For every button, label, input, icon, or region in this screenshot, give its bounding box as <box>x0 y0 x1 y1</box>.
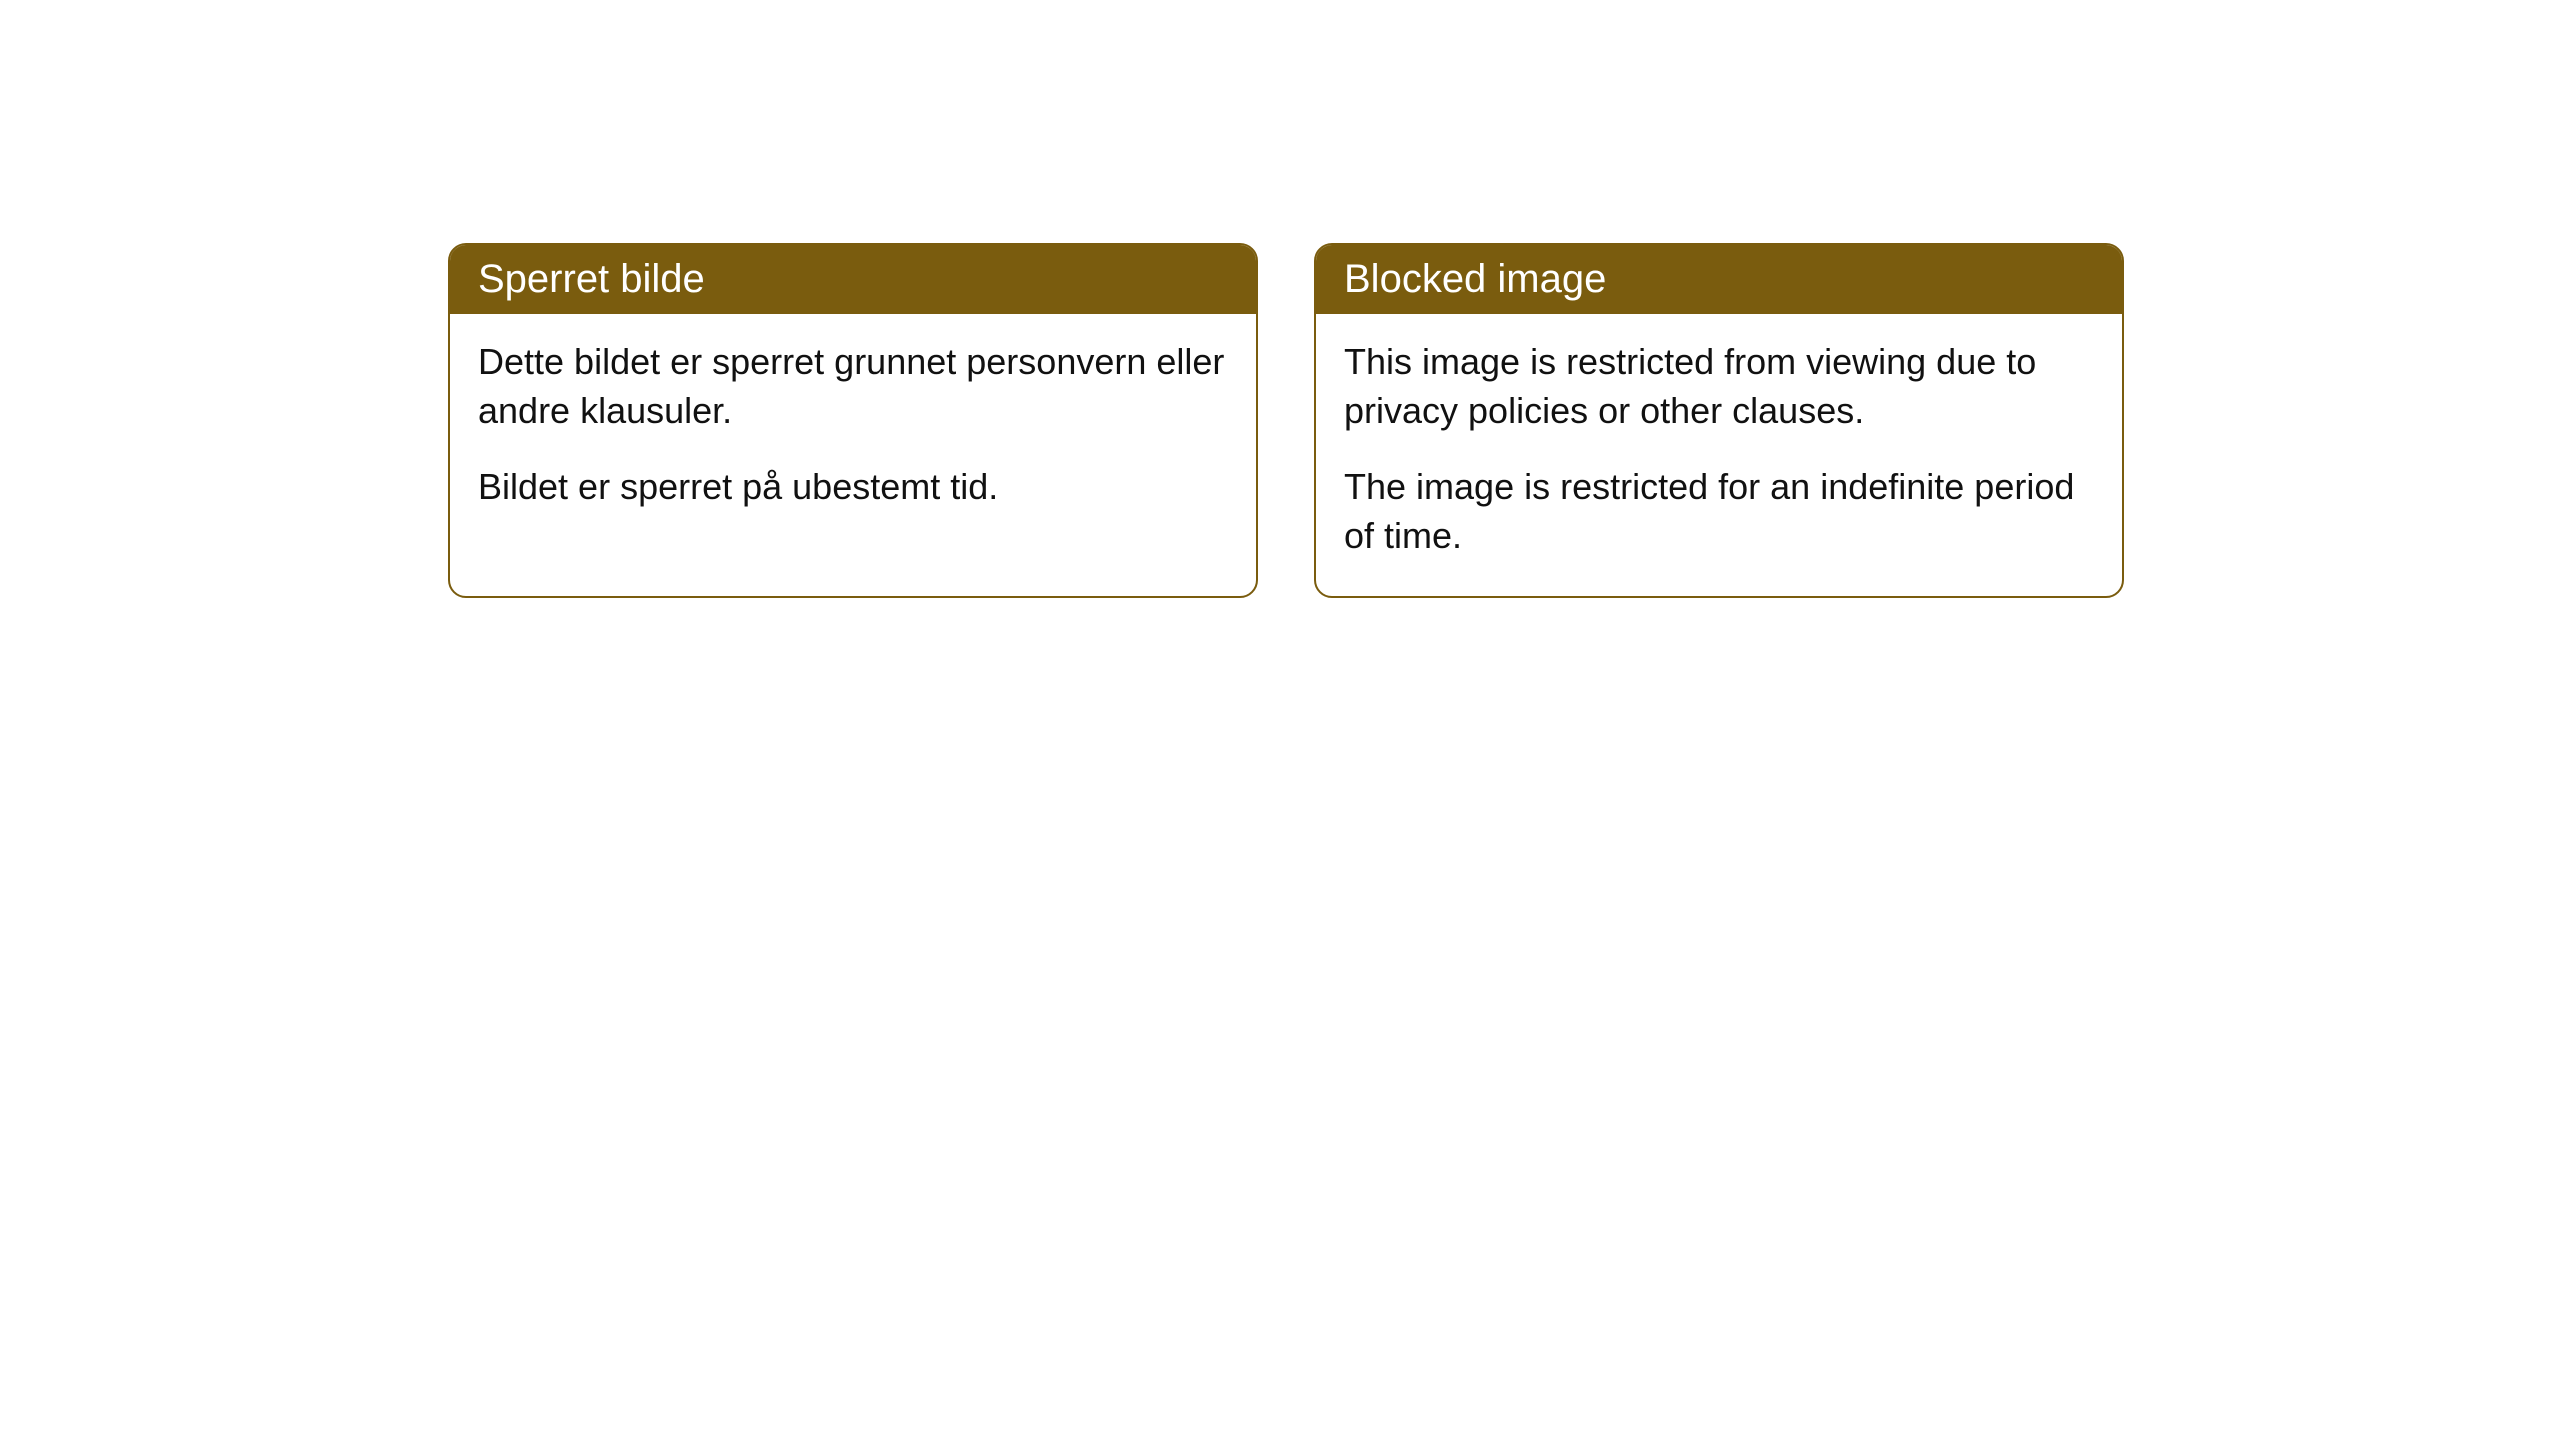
cards-container: Sperret bilde Dette bildet er sperret gr… <box>448 243 2560 598</box>
card-paragraph-1-norwegian: Dette bildet er sperret grunnet personve… <box>478 338 1228 435</box>
card-title-english: Blocked image <box>1344 257 1606 301</box>
card-paragraph-2-english: The image is restricted for an indefinit… <box>1344 463 2094 560</box>
card-body-english: This image is restricted from viewing du… <box>1316 314 2122 596</box>
card-paragraph-1-english: This image is restricted from viewing du… <box>1344 338 2094 435</box>
card-header-english: Blocked image <box>1316 245 2122 314</box>
card-title-norwegian: Sperret bilde <box>478 257 705 301</box>
card-header-norwegian: Sperret bilde <box>450 245 1256 314</box>
card-paragraph-2-norwegian: Bildet er sperret på ubestemt tid. <box>478 463 1228 512</box>
card-body-norwegian: Dette bildet er sperret grunnet personve… <box>450 314 1256 548</box>
card-norwegian: Sperret bilde Dette bildet er sperret gr… <box>448 243 1258 598</box>
card-english: Blocked image This image is restricted f… <box>1314 243 2124 598</box>
